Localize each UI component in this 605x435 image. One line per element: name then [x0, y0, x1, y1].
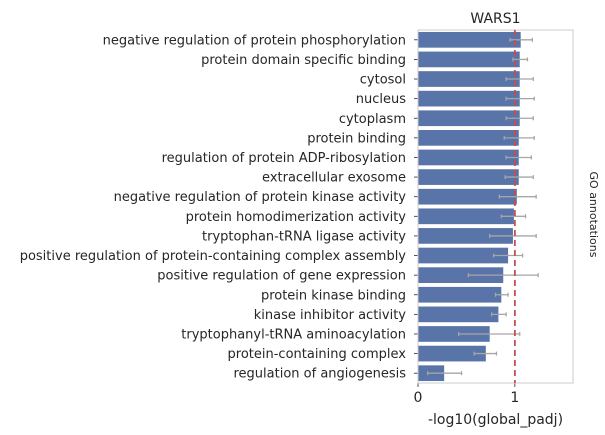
bar-2 — [418, 71, 520, 87]
category-label-5: protein binding — [307, 131, 406, 146]
bar-10 — [418, 228, 513, 244]
category-label-1: protein domain specific binding — [201, 53, 406, 68]
bar-1 — [418, 51, 520, 68]
bar-6 — [418, 149, 519, 166]
category-label-12: positive regulation of gene expression — [157, 269, 406, 284]
bar-14 — [418, 306, 499, 323]
category-label-6: regulation of protein ADP-ribosylation — [162, 151, 406, 166]
category-label-9: protein homodimerization activity — [186, 210, 407, 225]
category-label-17: regulation of angiogenesis — [234, 367, 407, 382]
category-label-11: positive regulation of protein-containin… — [20, 249, 407, 264]
bar-12 — [418, 267, 504, 283]
bar-0 — [418, 31, 521, 48]
chart-title: WARS1 — [470, 11, 520, 27]
category-label-4: cytoplasm — [339, 112, 406, 127]
category-labels: negative regulation of protein phosphory… — [20, 33, 418, 382]
category-label-14: kinase inhibitor activity — [254, 308, 407, 323]
y-axis-label: GO annotations — [587, 172, 600, 258]
bar-7 — [418, 169, 519, 185]
category-label-8: negative regulation of protein kinase ac… — [114, 190, 407, 205]
category-label-0: negative regulation of protein phosphory… — [103, 33, 406, 48]
bar-15 — [418, 326, 490, 342]
bar-4 — [418, 110, 520, 127]
x-axis-label: -log10(global_padj) — [428, 412, 563, 428]
category-label-10: tryptophan-tRNA ligase activity — [202, 229, 406, 244]
category-label-13: protein kinase binding — [261, 288, 406, 303]
bar-13 — [418, 286, 502, 303]
category-label-15: tryptophanyl-tRNA aminoacylation — [181, 327, 406, 342]
bar-11 — [418, 247, 509, 264]
category-label-7: extracellular exosome — [262, 171, 406, 186]
category-label-3: nucleus — [356, 92, 406, 107]
bar-9 — [418, 208, 514, 225]
x-tick-label-1: 1 — [510, 390, 519, 406]
bar-3 — [418, 90, 520, 107]
category-label-16: protein-containing complex — [228, 347, 407, 362]
bar-5 — [418, 130, 519, 146]
bars-group — [418, 31, 539, 382]
bar-16 — [418, 345, 486, 362]
bar-8 — [418, 188, 517, 205]
plot-frame — [417, 29, 574, 384]
x-tick-label-0: 0 — [414, 390, 423, 406]
category-label-2: cytosol — [360, 73, 406, 88]
